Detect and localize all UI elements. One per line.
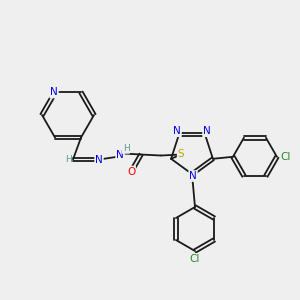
Text: N: N bbox=[50, 88, 58, 98]
Text: N: N bbox=[95, 154, 103, 164]
Text: N: N bbox=[189, 171, 197, 181]
Text: O: O bbox=[127, 167, 135, 176]
Text: H: H bbox=[123, 144, 129, 153]
Text: N: N bbox=[203, 126, 211, 136]
Text: H: H bbox=[64, 155, 71, 164]
Text: S: S bbox=[178, 148, 184, 158]
Text: Cl: Cl bbox=[190, 254, 200, 264]
Text: N: N bbox=[116, 149, 124, 160]
Text: N: N bbox=[173, 126, 181, 136]
Text: Cl: Cl bbox=[281, 152, 291, 162]
